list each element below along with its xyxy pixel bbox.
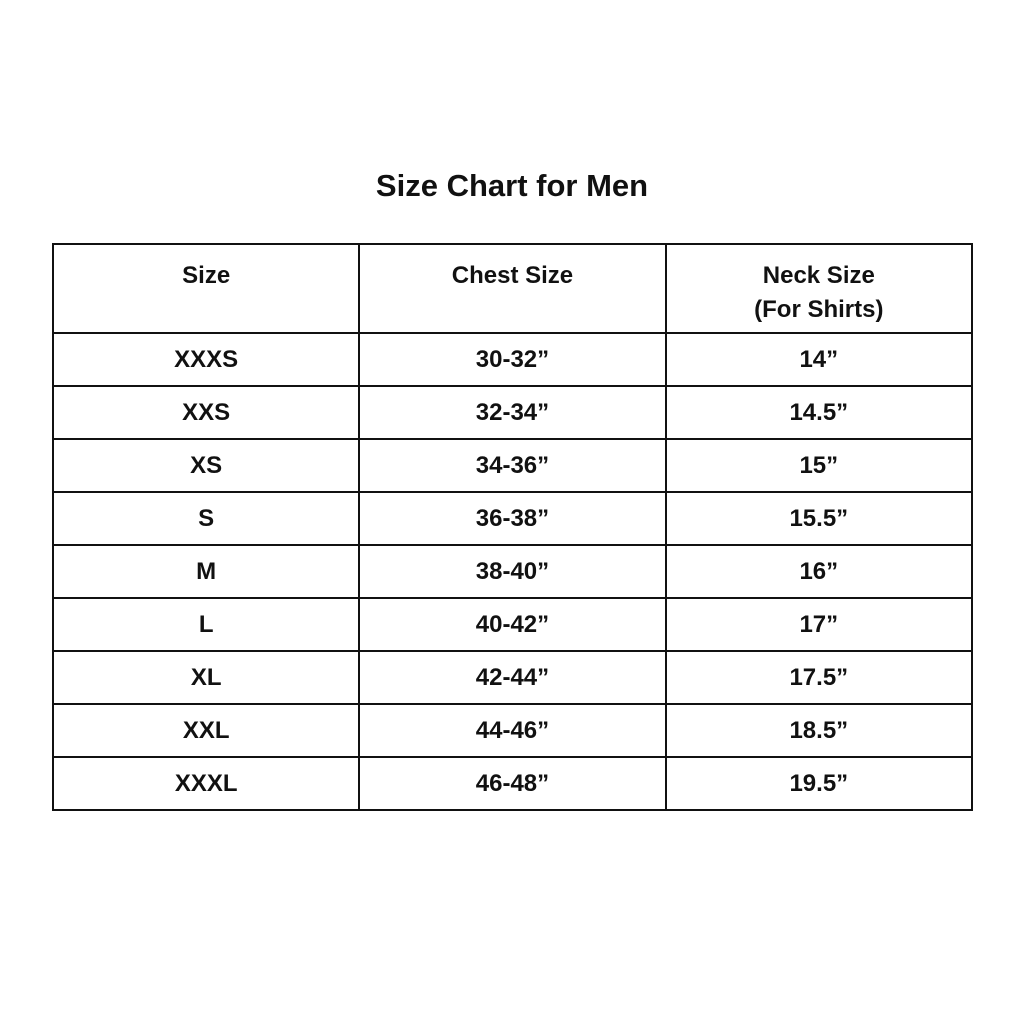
cell-size: XXXS bbox=[51, 332, 361, 387]
table-row: XXS 32-34” 14.5” bbox=[51, 385, 974, 440]
table-row: L 40-42” 17” bbox=[51, 597, 974, 652]
table-row: XL 42-44” 17.5” bbox=[51, 650, 974, 705]
header-neck-size-note: (For Shirts) bbox=[754, 296, 884, 323]
cell-chest-size: 46-48” bbox=[358, 756, 667, 811]
cell-neck-size: 16” bbox=[664, 544, 974, 599]
header-size: Size bbox=[51, 243, 361, 334]
page-title: Size Chart for Men bbox=[375, 168, 649, 203]
cell-neck-size: 17” bbox=[664, 597, 974, 652]
cell-size: L bbox=[51, 597, 361, 652]
cell-size: XXL bbox=[51, 703, 361, 758]
cell-size: XXXL bbox=[51, 756, 361, 811]
header-chest-size: Chest Size bbox=[358, 243, 667, 334]
cell-chest-size: 32-34” bbox=[358, 385, 667, 440]
table-header-row: Size Chest Size Neck Size (For Shirts) bbox=[51, 243, 974, 334]
cell-chest-size: 34-36” bbox=[358, 438, 667, 493]
cell-chest-size: 42-44” bbox=[358, 650, 667, 705]
table-row: M 38-40” 16” bbox=[51, 544, 974, 599]
cell-neck-size: 19.5” bbox=[664, 756, 974, 811]
size-chart-table: Size Chest Size Neck Size (For Shirts) XX… bbox=[51, 243, 974, 811]
table-row: XXXS 30-32” 14” bbox=[51, 332, 974, 387]
table-row: XXL 44-46” 18.5” bbox=[51, 703, 974, 758]
table-row: XS 34-36” 15” bbox=[51, 438, 974, 493]
cell-neck-size: 15.5” bbox=[664, 491, 974, 546]
cell-chest-size: 30-32” bbox=[358, 332, 667, 387]
cell-neck-size: 17.5” bbox=[664, 650, 974, 705]
table-row: XXXL 46-48” 19.5” bbox=[51, 756, 974, 811]
cell-chest-size: 38-40” bbox=[358, 544, 667, 599]
cell-neck-size: 18.5” bbox=[664, 703, 974, 758]
table-row: S 36-38” 15.5” bbox=[51, 491, 974, 546]
cell-chest-size: 44-46” bbox=[358, 703, 667, 758]
cell-chest-size: 40-42” bbox=[358, 597, 667, 652]
cell-size: M bbox=[51, 544, 361, 599]
cell-chest-size: 36-38” bbox=[358, 491, 667, 546]
cell-neck-size: 14.5” bbox=[664, 385, 974, 440]
cell-neck-size: 15” bbox=[664, 438, 974, 493]
cell-size: XS bbox=[51, 438, 361, 493]
header-neck-size-label: Neck Size bbox=[762, 262, 875, 289]
cell-size: XXS bbox=[51, 385, 361, 440]
cell-size: XL bbox=[51, 650, 361, 705]
header-neck-size: Neck Size (For Shirts) bbox=[664, 243, 974, 334]
cell-neck-size: 14” bbox=[664, 332, 974, 387]
cell-size: S bbox=[51, 491, 361, 546]
